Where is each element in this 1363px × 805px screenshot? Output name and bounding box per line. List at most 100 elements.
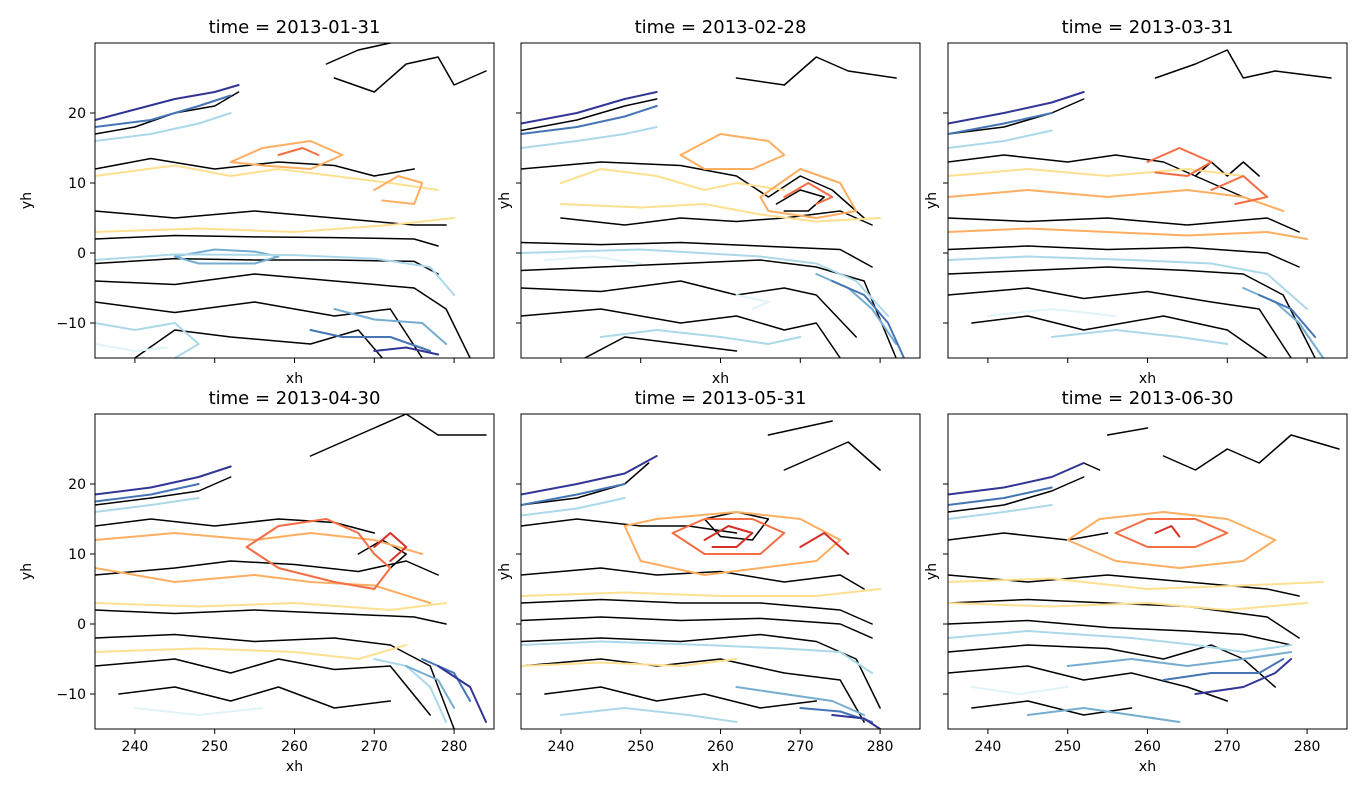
contour-line-dark_orange (247, 519, 391, 589)
y-tick-label: 20 (68, 477, 86, 493)
contour-line-black (585, 337, 737, 358)
contour-line-black (521, 162, 864, 218)
y-tick-label: 10 (68, 547, 86, 563)
contour-line-black (948, 267, 1315, 358)
panel-title: time = 2013-01-31 (209, 17, 381, 38)
contour-line-black (521, 617, 872, 638)
x-tick-label: 250 (201, 739, 228, 755)
contour-line-light_blue (521, 250, 888, 317)
contour-line-blue (948, 113, 1052, 134)
contour-line-light_blue (948, 505, 1052, 519)
axes-frame (95, 43, 494, 358)
contour-line-dark_blue (521, 92, 657, 124)
x-tick-label: 280 (1294, 739, 1321, 755)
contour-line-black (95, 610, 446, 624)
contour-line-black (705, 512, 769, 540)
panel-title: time = 2013-02-28 (635, 17, 807, 38)
contour-line-red (800, 533, 848, 554)
contour-line-black (95, 635, 454, 730)
contour-line-light_blue (521, 127, 657, 148)
contour-line-pale_yellow (561, 169, 784, 190)
y-tick-label: −10 (56, 687, 86, 703)
contour-line-light_blue (561, 708, 737, 722)
contour-line-pale_green (545, 257, 641, 264)
x-axis-label: xh (1139, 371, 1156, 387)
x-tick-label: 270 (361, 739, 388, 755)
contour-line-mid_blue (737, 687, 865, 715)
x-axis-label: xh (286, 759, 303, 775)
y-axis-label: yh (497, 192, 513, 209)
y-tick-label: 10 (68, 176, 86, 192)
contour-line-mid_blue (175, 250, 279, 264)
x-axis-label: xh (286, 371, 303, 387)
contour-line-dark_orange (1211, 176, 1267, 204)
x-tick-label: 260 (281, 739, 308, 755)
panel-6: 240 250 260 270 280time = 2013-06-30xhyh (924, 388, 1347, 775)
contour-line-black (545, 687, 816, 708)
contour-line-orange (1068, 512, 1276, 568)
x-tick-label: 280 (441, 739, 468, 755)
contour-line-pale_yellow (948, 579, 1323, 590)
panel-2: time = 2013-02-28 xh yh (497, 17, 920, 387)
contour-line-light_blue (948, 257, 1307, 310)
contour-line-black (521, 463, 649, 505)
contour-group (948, 50, 1331, 358)
contour-line-pale_yellow (95, 645, 406, 659)
y-axis-label: yh (19, 563, 35, 580)
contour-line-black (334, 57, 486, 92)
contour-line-black (311, 414, 487, 456)
contour-line-mid_blue (334, 309, 446, 344)
contour-line-black (948, 246, 1299, 267)
panel-1: −1001020time = 2013-01-31xhyh (19, 17, 494, 387)
contour-group (95, 414, 486, 729)
contour-line-pale_yellow (95, 603, 446, 610)
contour-group (948, 428, 1339, 722)
panel-title: time = 2013-05-31 (635, 388, 807, 409)
y-tick-label: −10 (56, 316, 86, 332)
contour-line-black (95, 659, 430, 715)
contour-line-black (521, 281, 856, 337)
contour-line-light_blue (1052, 330, 1228, 344)
contour-line-orange (374, 176, 422, 204)
contour-line-black (1108, 428, 1148, 435)
contour-line-black (972, 316, 1267, 358)
panel-title: time = 2013-06-30 (1062, 388, 1234, 409)
contour-line-black (521, 568, 864, 589)
y-axis-label: yh (924, 563, 940, 580)
contour-line-black (784, 442, 880, 470)
contour-line-pale_green (988, 309, 1116, 316)
contour-line-dark_blue (1195, 659, 1291, 694)
contour-line-black (95, 236, 438, 247)
x-tick-label: 260 (1134, 739, 1161, 755)
contour-line-mid_blue (1028, 708, 1180, 722)
contour-line-black (326, 43, 390, 64)
panel-title: time = 2013-04-30 (209, 388, 381, 409)
contour-line-pale_yellow (95, 218, 454, 232)
contour-line-dark_orange (1116, 519, 1228, 547)
contour-line-orange (681, 134, 785, 169)
x-axis-label: xh (712, 759, 729, 775)
contour-line-black (948, 645, 1275, 687)
y-axis-label: yh (497, 563, 513, 580)
x-tick-label: 250 (627, 739, 654, 755)
contour-line-pale_green (135, 708, 263, 715)
contour-line-black (737, 57, 897, 85)
contour-line-orange (948, 229, 1307, 240)
contour-line-red (1156, 526, 1180, 537)
contour-line-dark_orange (673, 519, 785, 554)
contour-line-dark_blue (521, 456, 657, 495)
contour-line-light_blue (521, 642, 872, 674)
contour-line-pale_yellow (948, 603, 1307, 610)
contour-line-dark_blue (95, 467, 231, 495)
contour-line-black (119, 687, 390, 708)
x-tick-label: 240 (548, 739, 575, 755)
contour-line-orange (95, 568, 430, 603)
contour-line-pale_yellow (521, 589, 880, 596)
y-tick-label: 20 (68, 106, 86, 122)
contour-line-black (1156, 50, 1332, 78)
x-tick-label: 240 (122, 739, 149, 755)
contour-line-black (561, 211, 872, 225)
x-axis-label: xh (712, 371, 729, 387)
axes-frame (948, 43, 1347, 358)
